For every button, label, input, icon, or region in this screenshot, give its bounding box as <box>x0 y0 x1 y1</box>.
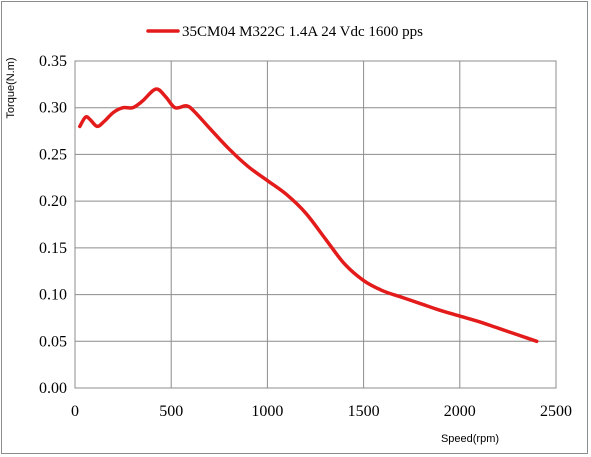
y-tick-label: 0.25 <box>39 146 67 163</box>
series-layer <box>78 87 539 344</box>
legend: 35CM04 M322C 1.4A 24 Vdc 1600 pps <box>146 24 423 40</box>
x-tick-label: 500 <box>159 403 183 420</box>
y-tick-label: 0.15 <box>39 240 67 257</box>
x-axis-title: Speed(rpm) <box>441 433 499 445</box>
x-tick-label: 1500 <box>348 403 380 420</box>
series-line <box>78 87 539 344</box>
y-tick-label: 0.35 <box>39 53 67 70</box>
y-tick-label: 0.00 <box>39 380 67 397</box>
y-tick-label: 0.05 <box>39 333 67 350</box>
y-tick-label: 0.20 <box>39 193 67 210</box>
x-tick-label: 2500 <box>540 403 572 420</box>
tick-labels: 0.00 0.05 0.10 0.15 0.20 0.25 0.30 0.35 0 500 1000… <box>39 53 572 420</box>
y-axis-title: Torque(N.m) <box>5 57 17 118</box>
plot-area-border <box>74 60 557 389</box>
x-tick-label: 2000 <box>444 403 476 420</box>
y-tick-label: 0.10 <box>39 287 67 304</box>
legend-label: 35CM04 M322C 1.4A 24 Vdc 1600 pps <box>182 24 423 40</box>
x-tick-label: 0 <box>71 403 79 420</box>
y-tick-label: 0.30 <box>39 100 67 117</box>
x-tick-label: 1000 <box>251 403 283 420</box>
